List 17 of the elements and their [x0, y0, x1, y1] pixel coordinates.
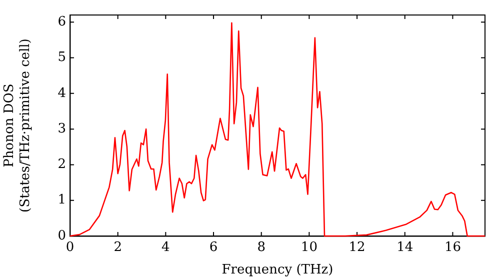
- y-tick-label: 3: [58, 121, 66, 136]
- x-tick-label: 2: [114, 240, 122, 256]
- x-tick-label: 8: [257, 240, 266, 256]
- x-tick-label: 6: [209, 240, 218, 256]
- y-tick-label: 6: [58, 14, 66, 30]
- y-tick-label: 4: [58, 86, 66, 101]
- x-tick-label: 12: [348, 240, 366, 256]
- x-tick-label: 4: [162, 240, 170, 256]
- x-axis-title: Frequency (THz): [222, 262, 334, 278]
- y-tick-label: 2: [58, 157, 66, 172]
- x-tick-label: 14: [396, 240, 414, 256]
- x-tick-label: 10: [300, 240, 318, 256]
- y-tick-label: 0: [58, 228, 66, 244]
- y-tick-label: 5: [58, 50, 66, 66]
- y-tick-label: 1: [58, 192, 66, 208]
- y-axis-title: Phonon DOS (States/THz·primitive cell): [2, 38, 33, 213]
- x-tick-label: 16: [444, 240, 461, 256]
